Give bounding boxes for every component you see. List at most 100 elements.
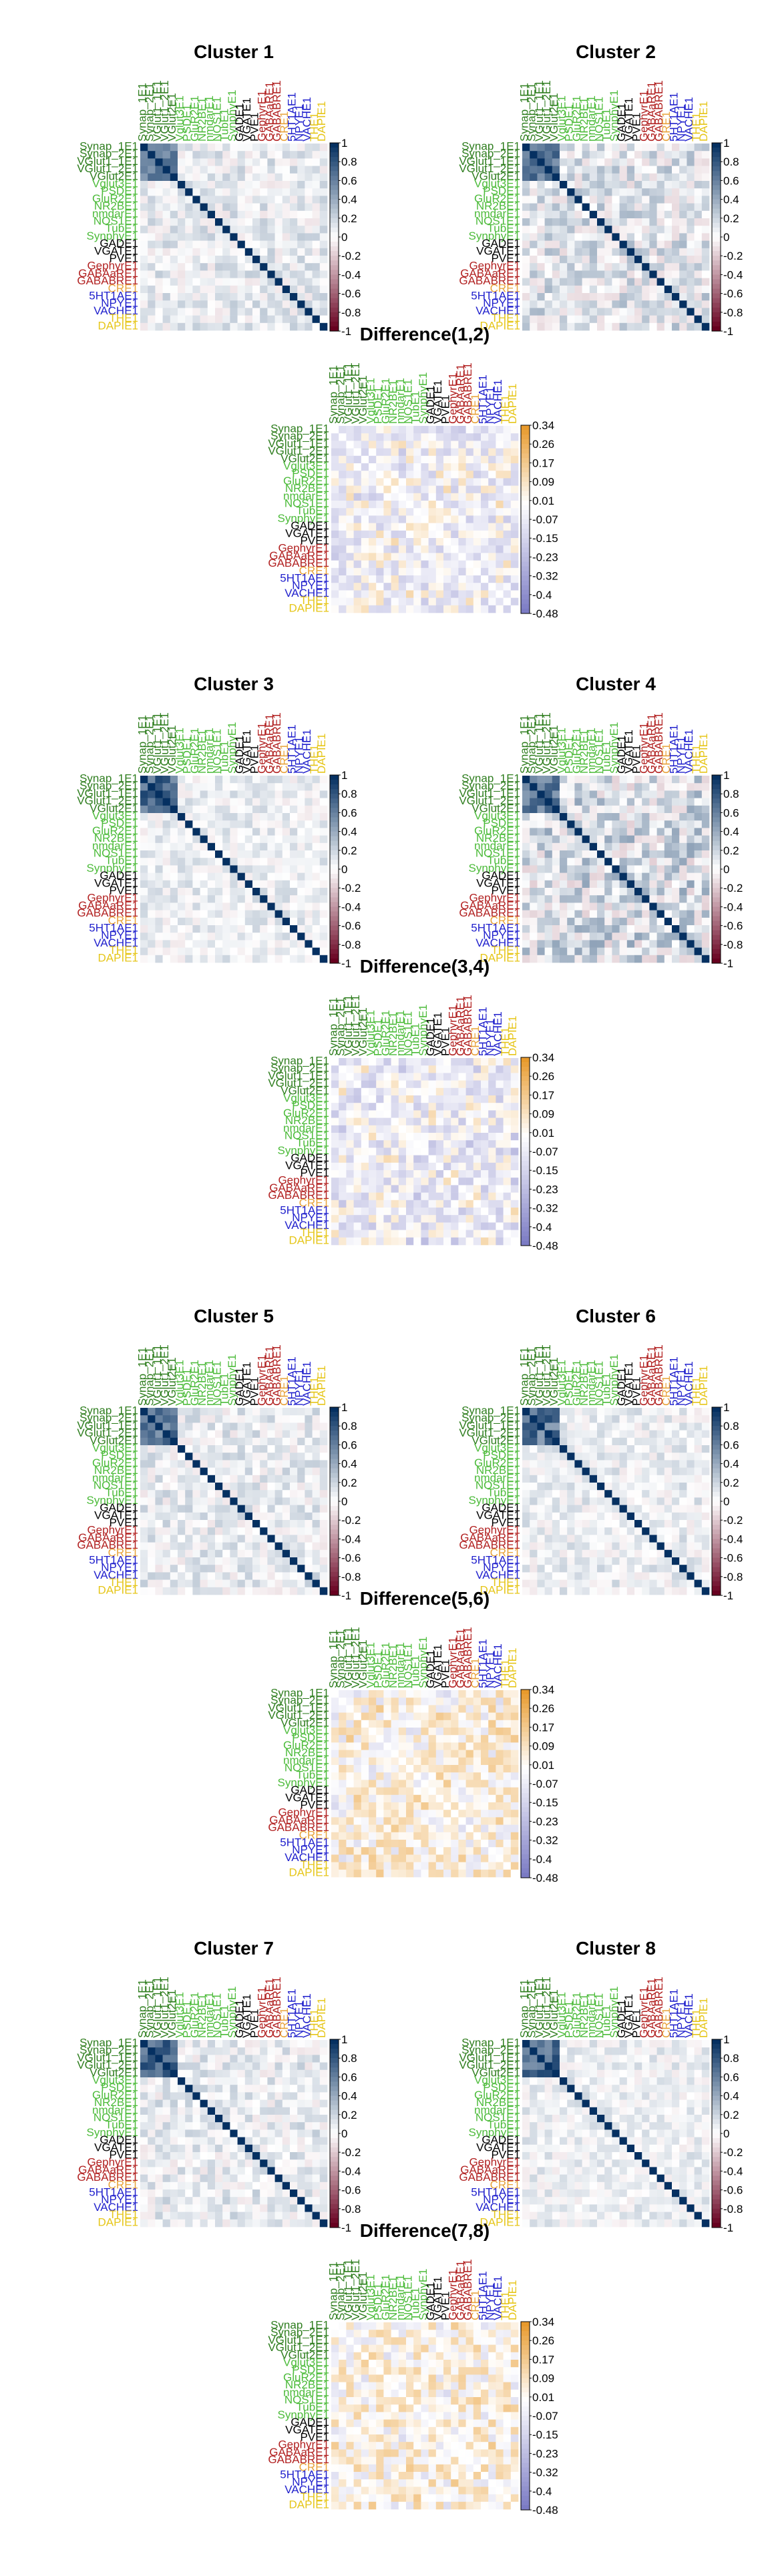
heatmap-cell (312, 240, 321, 249)
heatmap-cell (148, 1549, 156, 1558)
heatmap-cell (200, 1542, 208, 1551)
colorbar-segment (521, 1095, 530, 1100)
heatmap-cell (582, 842, 590, 851)
heatmap-cell (443, 1095, 451, 1103)
heatmap-cell (522, 805, 530, 814)
heatmap-cell (413, 1095, 421, 1103)
colorbar-tick-label: 0 (723, 863, 729, 876)
heatmap-cell (319, 813, 328, 821)
heatmap-cell (222, 1415, 230, 1423)
colorbar-segment (330, 784, 339, 790)
heatmap-cell (339, 441, 347, 449)
heatmap-cell (574, 828, 582, 836)
heatmap-cell (656, 181, 665, 189)
heatmap-cell (305, 151, 313, 159)
heatmap-cell (473, 1065, 482, 1073)
heatmap-cell (597, 820, 605, 828)
heatmap-cell (649, 917, 657, 926)
heatmap-cell (510, 597, 519, 606)
heatmap-cell (537, 188, 545, 196)
heatmap-cell (406, 1140, 414, 1148)
heatmap-cell (155, 1430, 163, 1439)
heatmap-cell (282, 1542, 291, 1551)
heatmap-cell (413, 478, 421, 486)
heatmap-cell (701, 285, 710, 294)
heatmap-cell (282, 315, 291, 324)
heatmap-cell (649, 158, 657, 166)
heatmap-cell (207, 293, 216, 301)
heatmap-cell (465, 1192, 474, 1201)
colorbar-tick-label: 0.4 (723, 194, 739, 206)
heatmap-cell (305, 850, 313, 858)
heatmap-cell (140, 263, 148, 271)
heatmap-cell (451, 485, 459, 494)
heatmap-cell (406, 523, 414, 531)
heatmap-cell (649, 872, 657, 881)
heatmap-cell (634, 850, 642, 858)
heatmap-cell (552, 300, 560, 308)
heatmap-cell (369, 1222, 377, 1230)
heatmap-cell (672, 158, 680, 166)
heatmap-cell (530, 895, 538, 903)
heatmap-cell (267, 842, 275, 851)
heatmap-cell (297, 293, 305, 301)
heatmap-cell (672, 783, 680, 791)
heatmap-cell (465, 508, 474, 516)
heatmap-cell (443, 455, 451, 464)
heatmap-cell (260, 210, 268, 219)
heatmap-cell (537, 151, 545, 159)
colorbar-segment (521, 1194, 530, 1199)
heatmap-cell (312, 790, 321, 798)
heatmap-cell (626, 166, 635, 174)
heatmap-cell (597, 151, 605, 159)
heatmap-cell (260, 1542, 268, 1551)
heatmap-cell (290, 910, 298, 919)
heatmap-cell (537, 196, 545, 204)
heatmap-cell (642, 828, 650, 836)
heatmap-cell (148, 181, 156, 189)
heatmap-cell (297, 850, 305, 858)
heatmap-cell (435, 1133, 444, 1141)
colorbar-tick-label: -0.8 (723, 306, 743, 319)
heatmap-cell (353, 426, 362, 434)
heatmap-cell (435, 597, 444, 606)
heatmap-cell (312, 925, 321, 933)
heatmap-cell (694, 285, 703, 294)
heatmap-cell (582, 858, 590, 866)
heatmap-cell (274, 805, 283, 814)
heatmap-cell (604, 233, 612, 241)
heatmap-cell (369, 553, 377, 561)
heatmap-cell (481, 1133, 489, 1141)
heatmap-cell (267, 858, 275, 866)
heatmap-cell (274, 895, 283, 903)
heatmap-cell (642, 940, 650, 948)
heatmap-cell (222, 947, 230, 956)
heatmap-cell (458, 583, 466, 591)
heatmap-cell (192, 820, 200, 828)
heatmap-cell (267, 1453, 275, 1461)
heatmap-cell (361, 1162, 369, 1171)
heatmap-cell (162, 1415, 171, 1423)
heatmap-cell (435, 455, 444, 464)
row-label: NOS1E1 (285, 1129, 329, 1142)
heatmap-cell (642, 188, 650, 196)
heatmap-cell (274, 158, 283, 166)
heatmap-cell (290, 256, 298, 264)
heatmap-cell (162, 218, 171, 226)
heatmap-cell (230, 910, 238, 919)
heatmap-cell (312, 1423, 321, 1431)
heatmap-cell (260, 872, 268, 881)
heatmap-cell (451, 1215, 459, 1223)
heatmap-cell (312, 144, 321, 152)
heatmap-cell (383, 463, 391, 471)
heatmap-cell (170, 1527, 178, 1535)
panel-title: Cluster 1 (194, 41, 274, 62)
heatmap-cell (353, 545, 362, 553)
colorbar-segment (330, 298, 339, 304)
heatmap-cell (522, 903, 530, 911)
heatmap-cell (488, 590, 496, 598)
heatmap-cell (267, 240, 275, 249)
heatmap-cell (267, 783, 275, 791)
heatmap-cell (530, 925, 538, 933)
heatmap-cell (140, 858, 148, 866)
